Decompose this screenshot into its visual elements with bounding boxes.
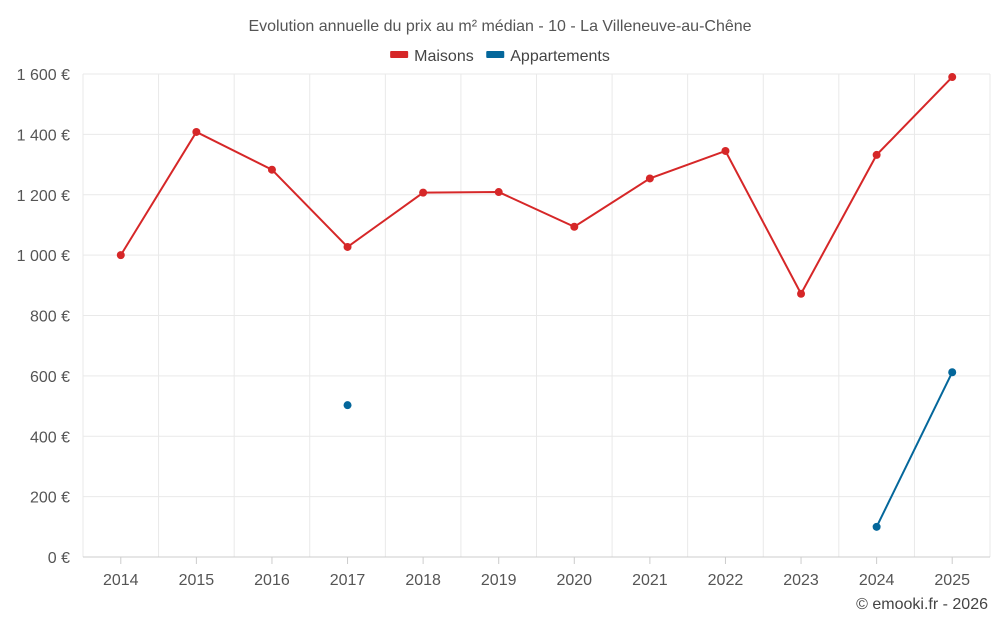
x-tick-label: 2015 <box>179 572 215 589</box>
y-tick-label: 1 400 € <box>17 127 70 144</box>
y-tick-label: 400 € <box>30 429 70 446</box>
y-tick-label: 200 € <box>30 490 70 507</box>
x-tick-label: 2018 <box>405 572 441 589</box>
data-point[interactable] <box>267 165 276 174</box>
data-point[interactable] <box>116 251 125 260</box>
y-tick-label: 600 € <box>30 369 70 386</box>
y-tick-label: 1 600 € <box>17 67 70 84</box>
x-tick-label: 2021 <box>632 572 668 589</box>
y-tick-label: 0 € <box>48 550 70 567</box>
x-tick-label: 2014 <box>103 572 139 589</box>
data-point[interactable] <box>192 127 201 136</box>
data-point[interactable] <box>872 522 881 531</box>
series-maisons <box>116 73 957 298</box>
data-point[interactable] <box>343 242 352 251</box>
legend-label: Maisons <box>414 48 474 65</box>
y-tick-label: 800 € <box>30 309 70 326</box>
data-point[interactable] <box>721 146 730 155</box>
legend-swatch <box>390 51 409 58</box>
x-tick-label: 2024 <box>859 572 895 589</box>
grid <box>82 73 991 558</box>
chart-title: Evolution annuelle du prix au m² médian … <box>248 18 751 35</box>
legend-item-appartements[interactable]: Appartements <box>486 48 610 65</box>
data-point[interactable] <box>948 368 957 377</box>
x-tick-label: 2023 <box>783 572 819 589</box>
data-point[interactable] <box>948 73 957 82</box>
series-appartements <box>343 368 957 531</box>
y-tick-label: 1 200 € <box>17 188 70 205</box>
data-point[interactable] <box>797 289 806 298</box>
y-tick-label: 1 000 € <box>17 248 70 265</box>
series-line <box>875 371 954 528</box>
series-line <box>119 76 953 296</box>
data-point[interactable] <box>343 401 352 410</box>
legend-item-maisons[interactable]: Maisons <box>390 48 474 65</box>
legend-label: Appartements <box>510 48 610 65</box>
x-tick-label: 2019 <box>481 572 517 589</box>
legend[interactable]: Maisons Appartements <box>390 48 610 65</box>
axes: 0 € 200 € 400 € 600 € 800 € 1 000 € 1 200 € 1 4… <box>17 67 990 589</box>
data-point[interactable] <box>419 188 428 197</box>
data-point[interactable] <box>570 222 579 231</box>
series <box>116 73 957 531</box>
legend-swatch <box>486 51 505 58</box>
credit-text: © emooki.fr - 2026 <box>856 596 988 613</box>
x-tick-label: 2016 <box>254 572 290 589</box>
x-tick-label: 2025 <box>934 572 970 589</box>
data-point[interactable] <box>494 188 503 197</box>
data-point[interactable] <box>872 150 881 159</box>
data-point[interactable] <box>645 174 654 183</box>
x-tick-label: 2022 <box>708 572 744 589</box>
x-tick-label: 2017 <box>330 572 366 589</box>
x-tick-label: 2020 <box>556 572 592 589</box>
